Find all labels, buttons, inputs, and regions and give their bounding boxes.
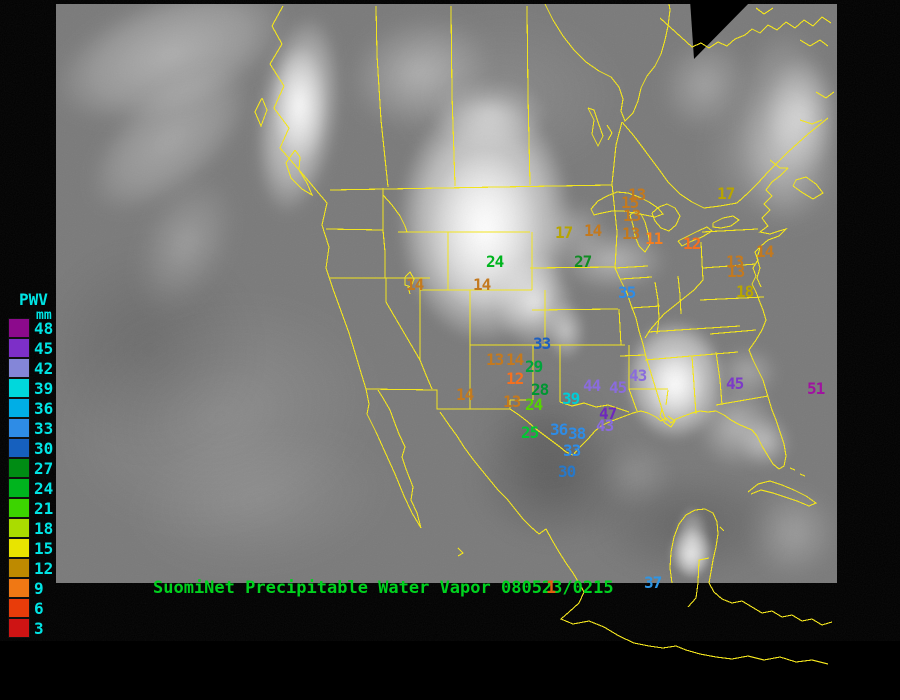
pwv-reading: 13 bbox=[503, 392, 521, 411]
legend-unit: mm bbox=[36, 308, 52, 323]
pwv-reading: 13 bbox=[623, 206, 641, 225]
pwv-reading: 35 bbox=[618, 283, 636, 302]
pwv-reading: 29 bbox=[525, 357, 543, 376]
pwv-reading: 45 bbox=[726, 374, 744, 393]
legend-value: 24 bbox=[34, 479, 54, 498]
pwv-reading: 13 bbox=[727, 262, 745, 281]
legend-swatch bbox=[8, 418, 30, 438]
legend-value: 21 bbox=[34, 499, 54, 518]
legend-value: 9 bbox=[34, 579, 44, 598]
pwv-reading: 13 bbox=[622, 224, 640, 243]
pwv-reading: 17 bbox=[717, 184, 735, 203]
legend-swatch bbox=[8, 538, 30, 558]
pwv-reading: 14 bbox=[756, 242, 774, 261]
pwv-reading: 47 bbox=[599, 404, 617, 423]
pwv-reading: 24 bbox=[486, 252, 504, 271]
legend-swatch bbox=[8, 338, 30, 358]
pwv-reading: 13 bbox=[726, 252, 744, 271]
pwv-reading: 14 bbox=[506, 350, 524, 369]
legend-swatch bbox=[8, 478, 30, 498]
pwv-reading: 37 bbox=[644, 573, 662, 592]
pwv-reading: 38 bbox=[568, 424, 586, 443]
legend-value: 18 bbox=[34, 519, 54, 538]
pwv-reading: 39 bbox=[562, 389, 580, 408]
legend-value: 6 bbox=[34, 599, 44, 618]
legend-value: 3 bbox=[34, 619, 44, 638]
legend-value: 12 bbox=[34, 559, 54, 578]
legend-swatch bbox=[8, 498, 30, 518]
legend-swatch bbox=[8, 318, 30, 338]
pwv-reading: 12 bbox=[506, 369, 524, 388]
pwv-reading: 44 bbox=[583, 376, 601, 395]
pwv-reading: 28 bbox=[531, 380, 549, 399]
pwv-reading: 24 bbox=[525, 395, 543, 414]
legend-swatch bbox=[8, 598, 30, 618]
legend-swatch bbox=[8, 438, 30, 458]
scan-edge-wedge bbox=[690, 0, 752, 59]
film-grain bbox=[56, 4, 837, 583]
pwv-reading: 43 bbox=[629, 366, 647, 385]
legend-value: 30 bbox=[34, 439, 54, 458]
pwv-reading: 14 bbox=[473, 275, 491, 294]
pwv-reading: 18 bbox=[736, 282, 754, 301]
legend-swatch bbox=[8, 398, 30, 418]
product-title: SuomiNet Precipitable Water Vapor 080523… bbox=[153, 578, 614, 598]
legend-swatch bbox=[8, 378, 30, 398]
pwv-reading: 13 bbox=[628, 185, 646, 204]
pwv-reading: 14 bbox=[456, 385, 474, 404]
pwv-reading: 45 bbox=[609, 378, 627, 397]
legend-swatch bbox=[8, 578, 30, 598]
pwv-reading: 30 bbox=[558, 462, 576, 481]
pwv-reading: 13 bbox=[486, 350, 504, 369]
coastlines-and-borders bbox=[254, 3, 835, 665]
legend-swatch bbox=[8, 558, 30, 578]
legend-swatch bbox=[8, 358, 30, 378]
pwv-reading: 15 bbox=[621, 193, 639, 212]
pwv-reading: 43 bbox=[596, 416, 614, 435]
pwv-reading: 17 bbox=[555, 223, 573, 242]
pwv-reading: 14 bbox=[584, 221, 602, 240]
legend-value: 42 bbox=[34, 359, 54, 378]
pwv-reading: 14 bbox=[406, 275, 424, 294]
pwv-reading: 11 bbox=[645, 229, 663, 248]
legend-value: 48 bbox=[34, 319, 54, 338]
legend-swatch bbox=[8, 618, 30, 638]
title-overlay-digit: 1 bbox=[546, 578, 557, 598]
legend-value: 39 bbox=[34, 379, 54, 398]
legend-swatch bbox=[8, 518, 30, 538]
pwv-reading: 12 bbox=[683, 234, 701, 253]
legend-value: 27 bbox=[34, 459, 54, 478]
pwv-reading: 33 bbox=[533, 334, 551, 353]
legend-swatch bbox=[8, 458, 30, 478]
legend-value: 36 bbox=[34, 399, 54, 418]
legend-value: 45 bbox=[34, 339, 54, 358]
pwv-reading: 36 bbox=[550, 420, 568, 439]
pwv-reading: 33 bbox=[563, 441, 581, 460]
legend-value: 33 bbox=[34, 419, 54, 438]
pwv-reading: 51 bbox=[807, 379, 825, 398]
legend-title: PWV bbox=[19, 290, 48, 309]
pwv-reading: 27 bbox=[574, 252, 592, 271]
pwv-reading: 25 bbox=[521, 423, 539, 442]
legend-value: 15 bbox=[34, 539, 54, 558]
